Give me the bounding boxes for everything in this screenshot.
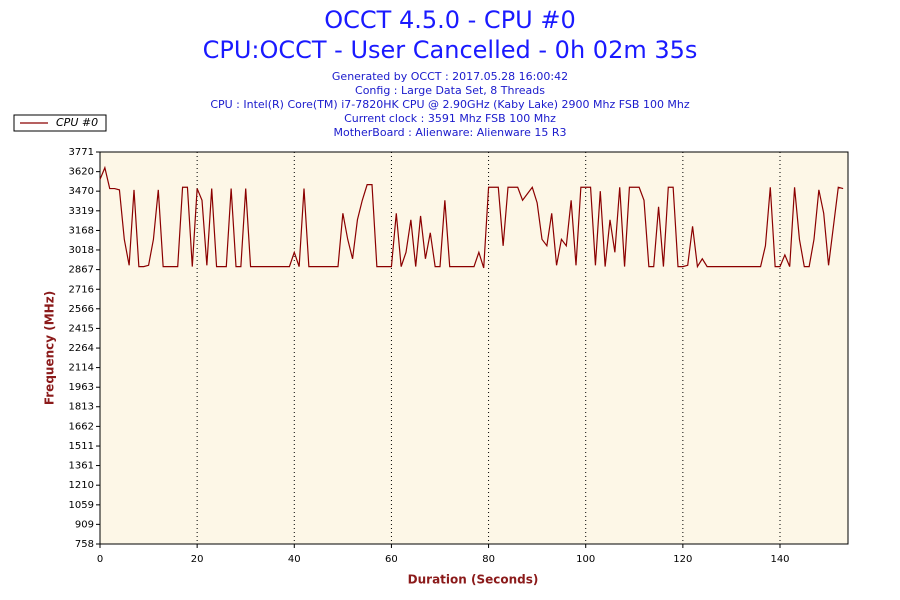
y-tick-label: 3620 [69,167,94,178]
chart-title: OCCT 4.5.0 - CPU #0 [324,6,575,34]
y-tick-label: 2867 [69,265,94,276]
y-tick-label: 1813 [69,402,94,413]
y-tick-label: 2716 [69,284,94,295]
info-line: Generated by OCCT : 2017.05.28 16:00:42 [332,70,568,83]
y-tick-label: 3771 [69,147,94,158]
legend-box [13,114,107,132]
y-tick-label: 2114 [69,363,94,374]
y-tick-label: 3470 [69,186,94,197]
y-tick-label: 3168 [69,225,94,236]
y-tick-label: 3018 [69,245,94,256]
x-tick-label: 140 [770,554,789,565]
y-tick-label: 2264 [69,343,94,354]
y-tick-label: 3319 [69,206,94,217]
y-tick-label: 909 [75,519,94,530]
x-tick-label: 60 [385,554,398,565]
x-tick-label: 20 [191,554,204,565]
plot-area [99,151,849,545]
info-line: Current clock : 3591 Mhz FSB 100 Mhz [344,112,556,125]
y-tick-label: 1210 [69,480,94,491]
legend-label: CPU #0 [56,116,98,129]
y-tick-label: 1361 [69,461,94,472]
info-line: CPU : Intel(R) Core(TM) i7-7820HK CPU @ … [210,98,690,111]
y-tick-label: 2415 [69,323,94,334]
info-line: Config : Large Data Set, 8 Threads [355,84,545,97]
y-tick-label: 758 [75,539,94,550]
x-axis-label: Duration (Seconds) [408,573,539,587]
x-tick-label: 100 [576,554,595,565]
y-tick-label: 1662 [69,421,94,432]
x-tick-label: 0 [97,554,103,565]
y-tick-label: 1511 [69,441,94,452]
y-tick-label: 2566 [69,304,94,315]
x-tick-label: 40 [288,554,301,565]
x-tick-label: 120 [673,554,692,565]
y-axis-label: Frequency (MHz) [43,291,57,405]
info-line: MotherBoard : Alienware: Alienware 15 R3 [334,126,567,139]
y-tick-label: 1963 [69,382,94,393]
x-tick-label: 80 [482,554,495,565]
series-line [99,165,844,269]
chart-subtitle: CPU:OCCT - User Cancelled - 0h 02m 35s [203,36,698,64]
y-tick-label: 1059 [69,500,94,511]
